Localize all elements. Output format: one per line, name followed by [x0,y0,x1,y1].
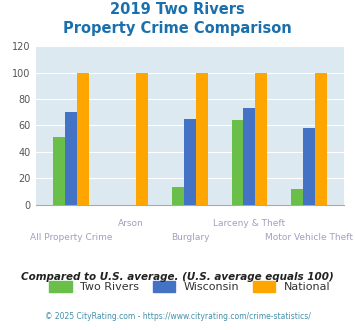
Bar [172,187,184,205]
Bar [136,73,148,205]
Bar [303,128,315,205]
Text: Motor Vehicle Theft: Motor Vehicle Theft [265,233,353,242]
Bar [291,189,303,205]
Bar [65,112,77,205]
Text: Burglary: Burglary [171,233,209,242]
Bar [77,73,89,205]
Text: Compared to U.S. average. (U.S. average equals 100): Compared to U.S. average. (U.S. average … [21,272,334,282]
Text: Property Crime Comparison: Property Crime Comparison [63,21,292,36]
Bar [196,73,208,205]
Bar [244,108,255,205]
Text: 2019 Two Rivers: 2019 Two Rivers [110,2,245,16]
Bar [255,73,267,205]
Legend: Two Rivers, Wisconsin, National: Two Rivers, Wisconsin, National [45,277,335,297]
Text: Arson: Arson [118,219,143,228]
Bar [231,120,244,205]
Bar [315,73,327,205]
Bar [184,119,196,205]
Text: Larceny & Theft: Larceny & Theft [213,219,285,228]
Bar [53,137,65,205]
Text: All Property Crime: All Property Crime [30,233,113,242]
Text: © 2025 CityRating.com - https://www.cityrating.com/crime-statistics/: © 2025 CityRating.com - https://www.city… [45,312,310,321]
